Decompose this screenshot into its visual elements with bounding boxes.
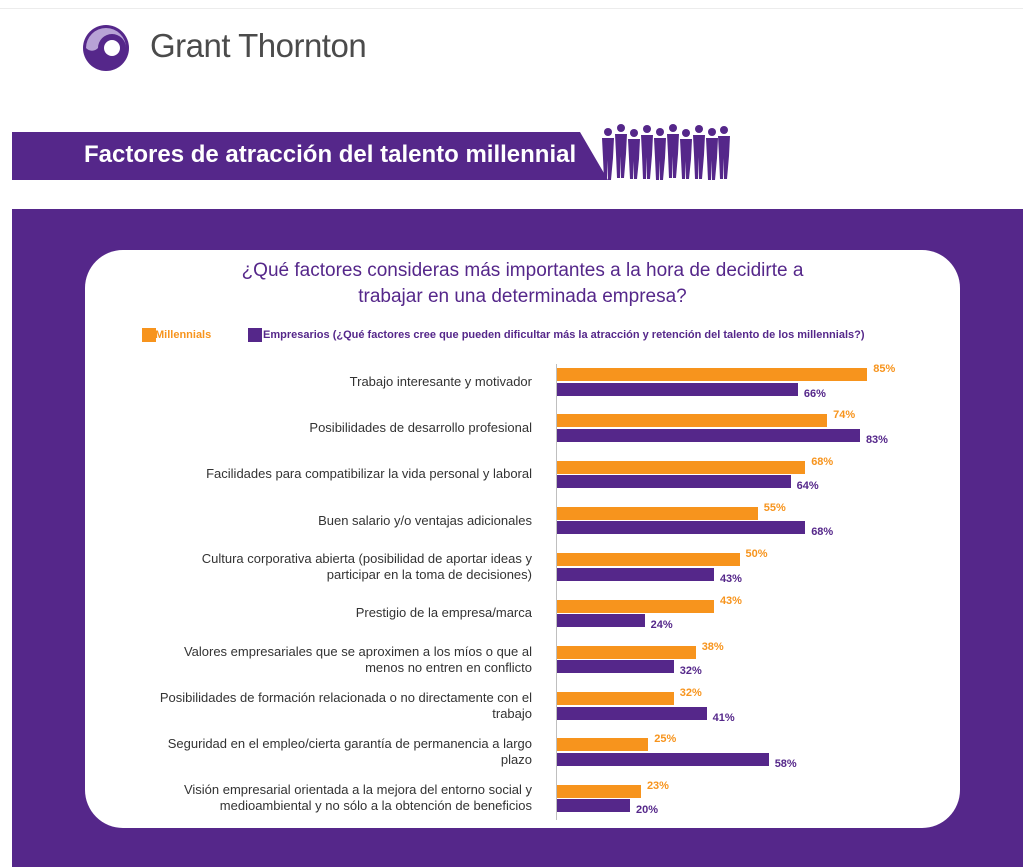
data-label-millennials: 43% (719, 594, 742, 607)
bar-empresarios (557, 475, 791, 489)
bar-millennials (557, 738, 649, 752)
category-label: Buen salario y/o ventajas adicionales (92, 513, 532, 529)
bar-millennials (557, 692, 674, 706)
category-label-line: trabajo (492, 705, 532, 721)
data-label-empresarios: 58% (774, 757, 797, 770)
category-label: Prestigio de la empresa/marca (92, 605, 532, 621)
category-label: Trabajo interesante y motivador (92, 374, 532, 390)
data-label-empresarios: 68% (811, 526, 834, 539)
category-axis-line (556, 364, 557, 820)
data-label-millennials: 55% (763, 501, 786, 514)
category-label-line: Posibilidades de formación relacionada o… (159, 689, 532, 705)
bar-empresarios (557, 567, 714, 581)
section-banner: Factores de atracción del talento millen… (12, 132, 632, 180)
bar-empresarios (557, 614, 645, 627)
category-label-line: participar en la toma de decisiones) (326, 566, 532, 582)
category-label-line: Facilidades para compatibilizar la vida … (206, 466, 532, 482)
people-silhouettes-icon (602, 124, 730, 180)
chart-title: ¿Qué factores consideras más importantes… (85, 258, 960, 310)
banner-background (12, 132, 608, 180)
legend-swatch-millennials (142, 328, 156, 342)
data-label-millennials: 38% (701, 640, 724, 653)
legend-label-millennials: Millennials (155, 329, 212, 341)
category-label-line: Visión empresarial orientada a la mejora… (183, 782, 532, 798)
category-label: Visión empresarial orientada a la mejora… (92, 782, 532, 814)
data-label-empresarios: 41% (712, 711, 735, 724)
bar-empresarios (557, 799, 630, 813)
data-label-empresarios: 32% (679, 665, 702, 678)
grant-thornton-logo-mark (83, 25, 129, 71)
bar-empresarios (557, 428, 860, 442)
bar-millennials (557, 460, 806, 474)
data-label-empresarios: 83% (865, 433, 888, 446)
data-label-empresarios: 24% (650, 619, 673, 631)
brand-name: Grant Thornton (150, 27, 367, 64)
legend-swatch-empresarios (248, 328, 262, 342)
bar-empresarios (557, 752, 769, 766)
category-label: Posibilidades de desarrollo profesional (92, 420, 532, 436)
bar-millennials (557, 645, 696, 659)
category-label-line: Trabajo interesante y motivador (349, 373, 532, 389)
category-label: Seguridad en el empleo/cierta garantía d… (92, 736, 532, 768)
chart-title-line-2: trabajar en una determinada empresa? (358, 286, 687, 307)
bar-millennials (557, 414, 828, 428)
category-label: Posibilidades de formación relacionada o… (92, 690, 532, 722)
category-label: Cultura corporativa abierta (posibilidad… (92, 551, 532, 583)
data-label-millennials: 74% (833, 409, 856, 422)
bar-millennials (557, 553, 740, 567)
data-label-millennials: 25% (654, 733, 677, 746)
bar-millennials (557, 784, 641, 798)
chart-legend: Millennials Empresarios (¿Qué factores c… (142, 327, 932, 345)
category-label-line: Posibilidades de desarrollo profesional (309, 420, 532, 436)
data-label-millennials: 85% (873, 363, 896, 375)
data-label-millennials: 68% (811, 455, 834, 468)
category-label-line: Cultura corporativa abierta (posibilidad… (201, 550, 532, 566)
category-label-line: menos no entren en conflicto (365, 659, 532, 675)
data-label-millennials: 32% (679, 687, 702, 700)
data-label-empresarios: 66% (803, 387, 826, 400)
data-label-empresarios: 43% (719, 572, 742, 585)
data-label-millennials: 23% (646, 779, 669, 792)
category-label: Valores empresariales que se aproximen a… (92, 644, 532, 676)
chart-title-line-1: ¿Qué factores consideras más importantes… (241, 260, 804, 281)
chart-card (85, 250, 960, 828)
category-label-line: Prestigio de la empresa/marca (355, 605, 532, 621)
category-label: Facilidades para compatibilizar la vida … (92, 466, 532, 482)
bar-empresarios (557, 706, 707, 720)
bar-empresarios (557, 382, 798, 396)
category-label-line: Seguridad en el empleo/cierta garantía d… (167, 736, 532, 752)
banner-title: Factores de atracción del talento millen… (84, 141, 577, 168)
bar-millennials (557, 506, 758, 520)
bar-empresarios (557, 521, 806, 535)
category-label-line: plazo (500, 752, 532, 768)
bar-millennials (557, 599, 714, 613)
top-divider (0, 8, 1023, 9)
bar-millennials (557, 368, 868, 381)
category-label-line: Valores empresariales que se aproximen a… (183, 643, 532, 659)
brand-logo: Grant Thornton (82, 22, 402, 72)
data-label-millennials: 50% (745, 548, 768, 561)
legend-label-empresarios: Empresarios (¿Qué factores cree que pued… (263, 329, 865, 341)
bar-empresarios (557, 660, 674, 674)
category-label-line: Buen salario y/o ventajas adicionales (318, 512, 532, 528)
data-label-empresarios: 20% (636, 804, 659, 817)
data-label-empresarios: 64% (796, 480, 819, 493)
category-label-line: medioambiental y no sólo a la obtención … (219, 798, 532, 814)
